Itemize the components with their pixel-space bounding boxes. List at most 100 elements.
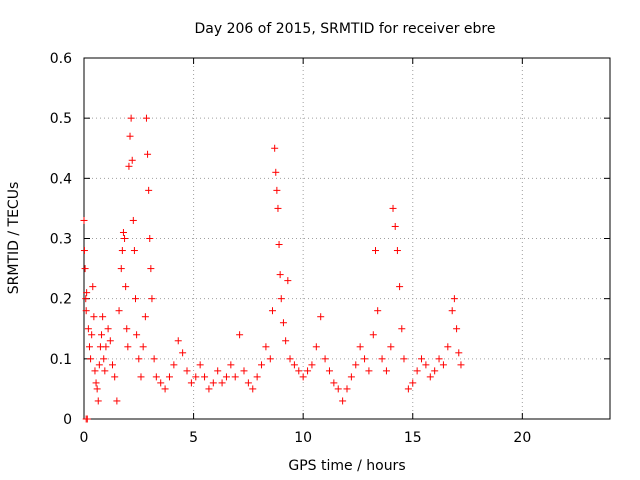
data-point	[147, 265, 155, 273]
y-axis-label: SRMTID / TECUs	[6, 182, 22, 295]
data-point	[398, 325, 406, 333]
y-tick-label: 0.5	[50, 111, 72, 127]
data-point	[81, 265, 89, 273]
data-point	[240, 367, 248, 375]
data-point	[150, 355, 158, 363]
data-point	[413, 367, 421, 375]
data-point	[361, 355, 369, 363]
data-point	[83, 415, 91, 423]
data-point	[389, 204, 397, 212]
data-point	[369, 331, 377, 339]
data-point	[308, 361, 316, 369]
data-point	[455, 349, 463, 357]
data-point	[271, 144, 279, 152]
data-points	[80, 114, 465, 423]
axis-ticks: 0 0.1 0.2 0.3 0.4 0.5 0.6 0 5 10 15 20	[50, 51, 610, 446]
data-point	[387, 343, 395, 351]
data-point	[165, 373, 173, 381]
data-point	[87, 355, 95, 363]
data-point	[218, 379, 226, 387]
data-point	[126, 132, 134, 140]
data-point	[179, 349, 187, 357]
data-point	[274, 204, 282, 212]
data-point	[391, 222, 399, 230]
data-point	[161, 385, 169, 393]
data-point	[157, 379, 165, 387]
data-point	[80, 216, 88, 224]
data-point	[94, 397, 102, 405]
data-point	[144, 150, 152, 158]
x-tick-label: 15	[404, 430, 422, 446]
data-point	[104, 325, 112, 333]
x-axis-label: GPS time / hours	[288, 458, 405, 474]
x-tick-label: 0	[80, 430, 89, 446]
data-point	[334, 385, 342, 393]
data-point	[121, 235, 129, 242]
data-point	[325, 367, 333, 375]
data-point	[205, 385, 213, 393]
data-point	[262, 343, 270, 351]
data-point	[299, 373, 307, 381]
data-point	[192, 373, 200, 381]
data-point	[214, 367, 222, 375]
data-point	[276, 271, 284, 279]
data-point	[249, 385, 257, 393]
data-point	[148, 295, 156, 303]
data-point	[347, 373, 355, 381]
data-point	[231, 373, 239, 381]
data-point	[139, 343, 147, 351]
data-point	[330, 379, 338, 387]
data-point	[284, 277, 292, 285]
data-point	[378, 355, 386, 363]
y-tick-label: 0.1	[50, 352, 72, 368]
data-point	[124, 343, 132, 351]
data-point	[448, 307, 456, 315]
data-point	[295, 367, 303, 375]
data-point	[152, 373, 160, 381]
data-point	[129, 216, 137, 224]
data-point	[100, 355, 108, 363]
data-point	[117, 265, 125, 273]
data-point	[83, 289, 91, 297]
data-point	[146, 235, 154, 242]
data-point	[187, 379, 195, 387]
data-point	[290, 361, 298, 369]
data-point	[128, 156, 136, 164]
y-tick-label: 0.6	[50, 51, 72, 67]
data-point	[244, 379, 252, 387]
data-point	[431, 367, 439, 375]
data-point	[222, 373, 230, 381]
data-point	[145, 186, 153, 194]
data-point	[92, 379, 100, 387]
x-tick-label: 10	[294, 430, 312, 446]
data-point	[80, 247, 88, 255]
data-point	[90, 313, 98, 321]
data-point	[133, 331, 141, 339]
data-point	[82, 307, 90, 315]
data-point	[91, 367, 99, 375]
chart-title: Day 206 of 2015, SRMTID for receiver ebr…	[195, 21, 496, 37]
data-point	[277, 295, 285, 303]
data-point	[426, 373, 434, 381]
data-point	[371, 247, 379, 255]
data-point	[457, 361, 465, 369]
data-point	[352, 361, 360, 369]
data-point	[450, 295, 458, 303]
data-point	[209, 379, 217, 387]
data-point	[356, 343, 364, 351]
data-point	[317, 313, 325, 321]
y-tick-label: 0.4	[50, 171, 72, 187]
data-point	[321, 355, 329, 363]
grid	[84, 58, 610, 419]
data-point	[98, 331, 106, 339]
data-point	[93, 385, 101, 393]
data-point	[95, 361, 103, 369]
data-point	[196, 361, 204, 369]
data-point	[453, 325, 461, 333]
data-point	[258, 361, 266, 369]
data-point	[444, 343, 452, 351]
data-point	[400, 355, 408, 363]
data-point	[101, 367, 109, 375]
x-tick-label: 5	[189, 430, 198, 446]
